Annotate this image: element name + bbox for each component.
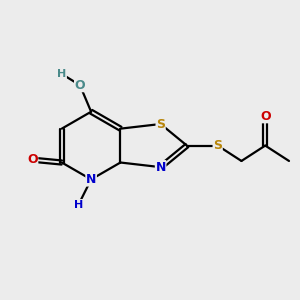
Text: N: N [86,173,96,186]
Text: S: S [213,139,222,152]
Text: O: O [27,153,38,166]
Text: O: O [260,110,271,123]
Text: O: O [75,79,85,92]
Text: S: S [156,118,165,130]
Text: N: N [155,161,166,174]
Text: H: H [74,200,83,210]
Text: H: H [57,69,66,79]
